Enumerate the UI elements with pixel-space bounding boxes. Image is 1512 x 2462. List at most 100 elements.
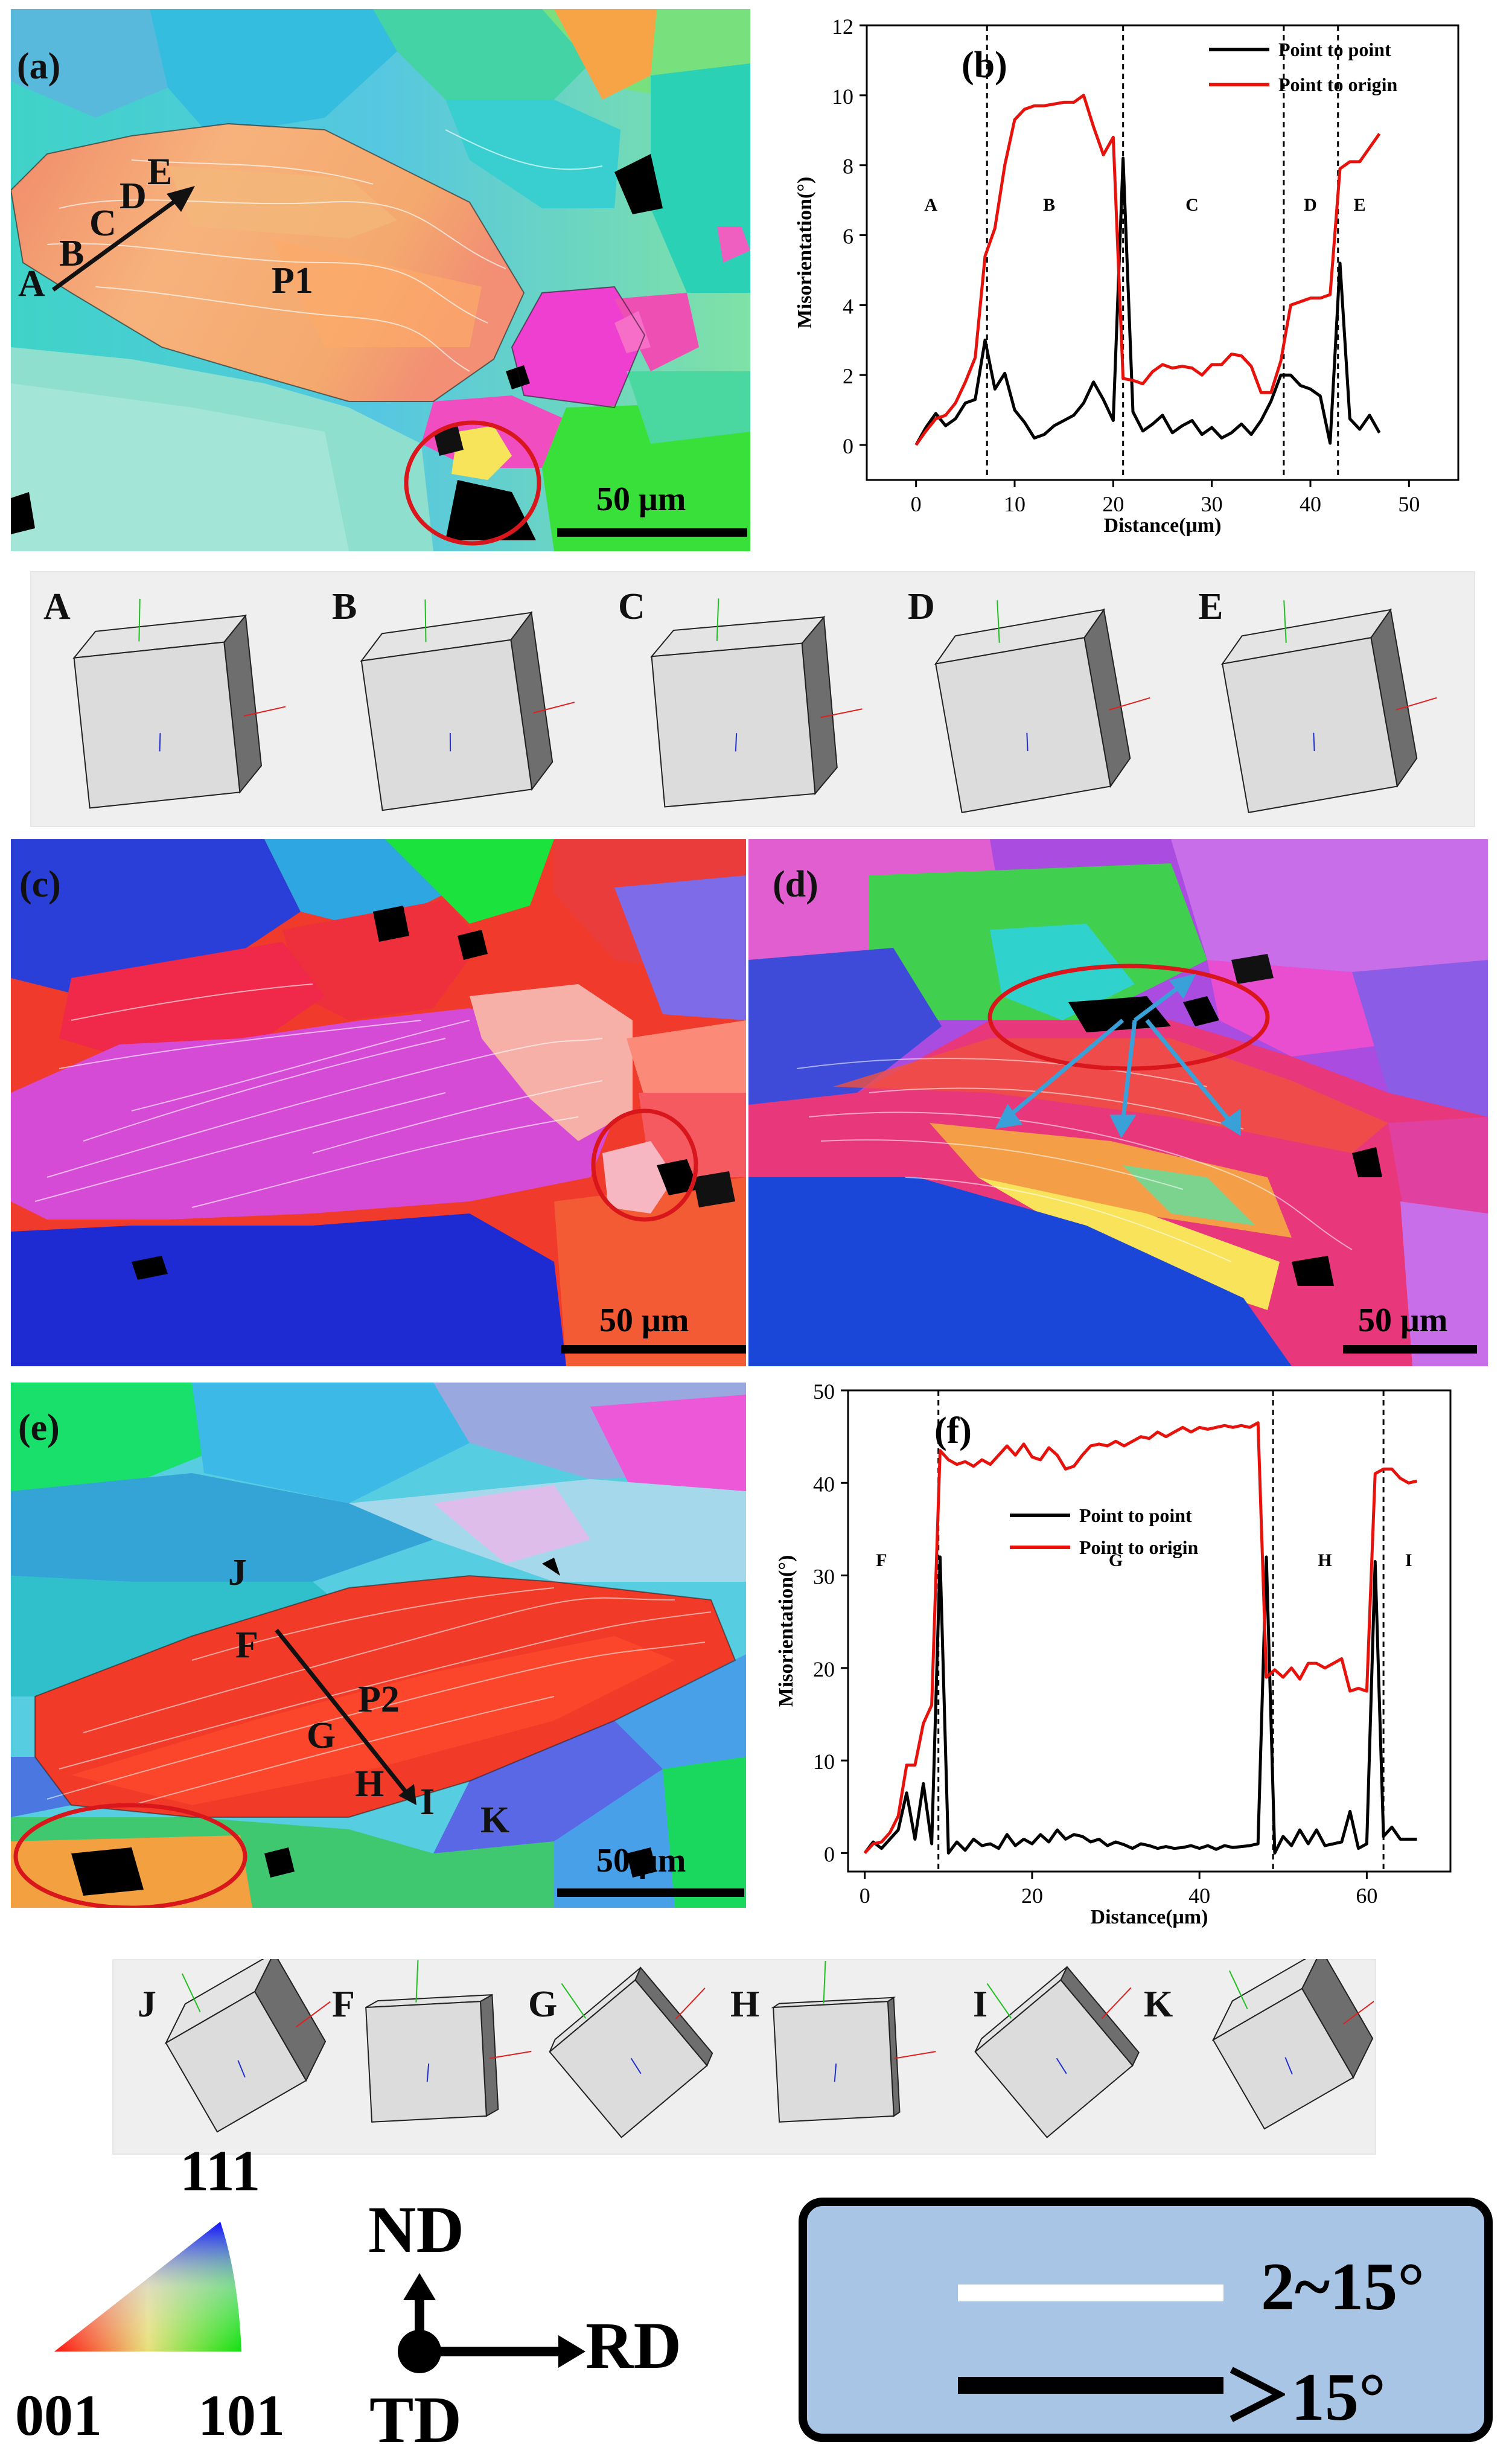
point-label-d: D (120, 176, 147, 217)
highlight-circle (13, 1803, 247, 1908)
cube-axis-red (295, 2001, 331, 2028)
ebsd-map-e (11, 1383, 746, 1908)
panel-label: (d) (773, 864, 818, 905)
cube-front-face (974, 1979, 1134, 2138)
plot-frame (866, 24, 1459, 481)
x-tick-label: 50 (1398, 492, 1420, 516)
x-tick-label: 10 (1004, 492, 1026, 516)
cube-front-face (549, 1979, 708, 2138)
x-axis-label: Distance(μm) (1091, 1906, 1208, 1928)
cube-label-f: F (332, 1984, 355, 2025)
plot-frame (847, 1389, 1452, 1873)
panel-c: (c) 50 μm (11, 839, 746, 1366)
cube-axis-blue (1284, 2057, 1293, 2075)
cube-front-face (1212, 1987, 1354, 2130)
grain-label-p2: P2 (358, 1679, 400, 1720)
cube-axis-blue (159, 733, 161, 752)
cube-axis-blue (834, 2063, 837, 2082)
high-angle-boundary-line (958, 2377, 1223, 2394)
cube-label-b: B (332, 586, 357, 627)
cube-axis-red (533, 702, 575, 714)
cube-axis-blue (630, 2058, 642, 2074)
cube-front-face (935, 637, 1111, 813)
point-label-c: C (89, 203, 116, 244)
orientation-cube (1220, 600, 1437, 813)
x-tick-label: 20 (1102, 492, 1124, 516)
cube-axis-red (243, 706, 286, 717)
cube-axis-blue (449, 733, 451, 752)
scale-bar (557, 1888, 744, 1897)
cube-axis-green (424, 599, 427, 642)
cube-front-face (165, 1990, 307, 2133)
scale-bar-label: 50 μm (1358, 1302, 1448, 1339)
cube-axis-green (561, 1983, 587, 2019)
region-label: A (924, 195, 937, 215)
point-label-a: A (18, 263, 45, 304)
x-tick-label: 60 (1356, 1884, 1377, 1908)
cube-axis-green (997, 600, 1000, 643)
y-tick-label: 4 (843, 294, 853, 318)
y-tick-label: 12 (832, 14, 853, 39)
cube-front-face (365, 2001, 487, 2123)
cube-axis-red (675, 1987, 706, 2019)
region-label: D (1304, 195, 1317, 215)
panel-e: (e) J F G H I K P2 50 μm (11, 1383, 746, 1908)
orientation-cube (650, 598, 863, 808)
axis-label-td: TD (369, 2383, 462, 2457)
y-tick-label: 20 (813, 1657, 835, 1681)
cube-front-face (773, 2001, 895, 2123)
cube-label-k: K (1144, 1984, 1173, 2025)
cube-label-h: H (730, 1984, 760, 2025)
point-label-h: H (355, 1763, 384, 1805)
region-label: F (876, 1550, 887, 1570)
legend-label: Point to point (1079, 1504, 1192, 1526)
x-tick-label: 20 (1021, 1884, 1043, 1908)
panel-label: (b) (962, 45, 1007, 86)
cube-axis-green (138, 598, 141, 642)
y-tick-label: 10 (813, 1750, 835, 1774)
cube-axis-red (1101, 1987, 1132, 2019)
y-axis-label: Misorientation(°) (794, 177, 816, 329)
point-label-k: K (480, 1800, 510, 1841)
y-tick-label: 30 (813, 1565, 835, 1589)
orientation-cube (360, 599, 575, 811)
y-tick-label: 0 (824, 1842, 835, 1866)
orientation-cube (365, 1960, 532, 2123)
ipf-label-111: 111 (180, 2138, 261, 2203)
panel-label: (c) (19, 864, 61, 905)
legend-label: Point to origin (1079, 1536, 1199, 1558)
chart-b: 0 10 20 30 40 50 0 2 4 6 8 10 12 Distance(μm) Misorien… (794, 14, 1459, 537)
point-label-f: F (235, 1625, 258, 1666)
cube-front-face (651, 642, 816, 808)
region-label: E (1354, 195, 1366, 215)
boundary-legend: 2~15° ＞15° (799, 2198, 1493, 2442)
cube-axis-green (181, 1973, 201, 2013)
y-tick-label: 2 (843, 364, 853, 388)
y-tick-label: 6 (843, 225, 853, 249)
cube-axis-blue (1056, 2058, 1067, 2074)
orientation-cube-strip-2 (112, 1959, 1376, 2155)
cube-axis-red (489, 2050, 532, 2059)
highlight-circle (591, 1108, 698, 1222)
cube-axis-green (823, 1961, 826, 2004)
scale-bar (561, 1345, 746, 1354)
region-label: B (1043, 195, 1055, 215)
orientation-cube (72, 598, 286, 809)
cube-axis-blue (1313, 732, 1315, 752)
orientation-cube (934, 600, 1150, 813)
cube-label-i: I (973, 1984, 988, 2025)
scale-bar (1343, 1345, 1477, 1354)
orientation-cube (974, 1966, 1140, 2138)
cube-label-a: A (43, 586, 71, 627)
cube-axis-red (820, 708, 863, 718)
low-angle-boundary-label: 2~15° (1261, 2249, 1425, 2324)
cube-axis-green (716, 598, 719, 641)
cube-label-c: C (618, 586, 645, 627)
region-label: C (1185, 195, 1199, 215)
cube-axis-red (1109, 697, 1150, 711)
cube-axis-green (415, 1960, 419, 2003)
point-label-g: G (307, 1715, 336, 1756)
point-label-b: B (59, 233, 85, 274)
cube-axis-red (893, 2051, 936, 2059)
cube-label-g: G (528, 1984, 558, 2025)
